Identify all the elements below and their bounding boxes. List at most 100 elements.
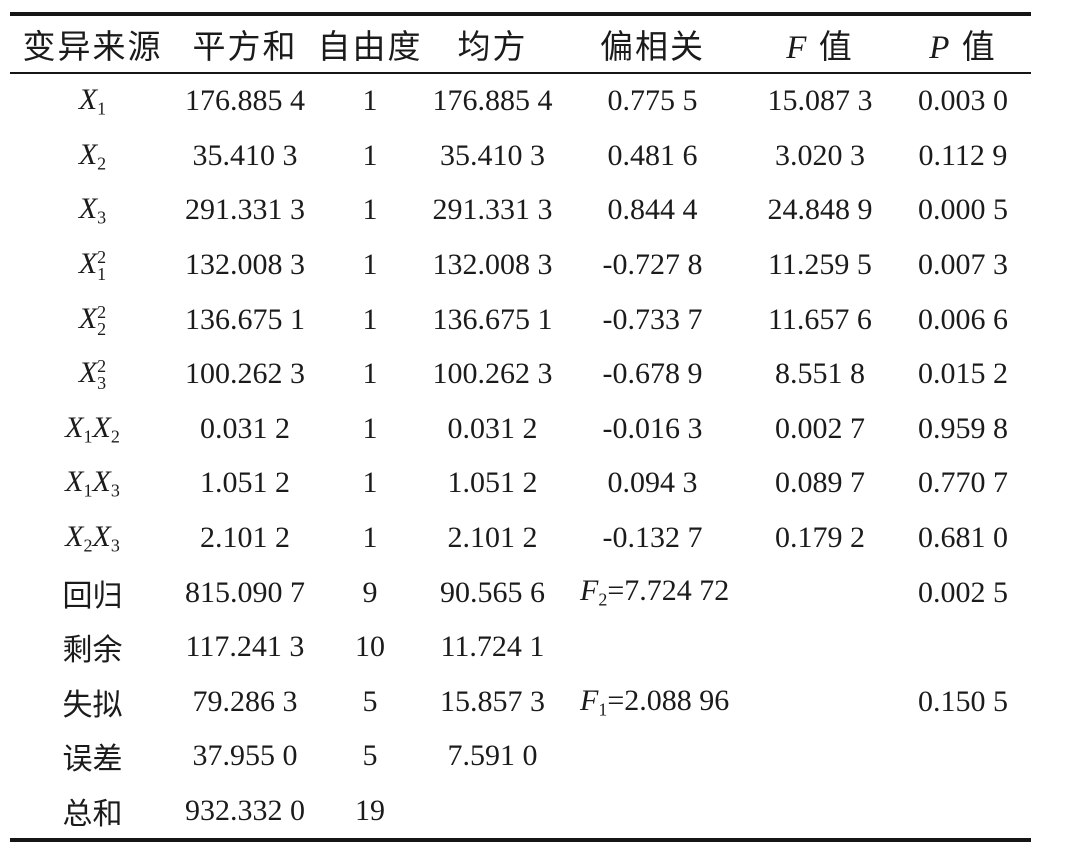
- cell-p-value: 0.007 3: [918, 248, 1008, 282]
- table-row: X3 291.331 3 1 291.331 3 0.844 4 24.848 9 0.00…: [10, 183, 1031, 238]
- table-row: 剩余 117.241 3 10 11.724 1: [10, 620, 1031, 675]
- cell-partial-correlation: 0.481 6: [607, 138, 698, 172]
- cell-partial-correlation: 0.775 5: [607, 84, 698, 118]
- cell-mean-square: 176.885 4: [432, 84, 553, 118]
- cell-partial-correlation: [560, 784, 745, 841]
- cell-mean-square: 136.675 1: [432, 302, 553, 336]
- cell-degrees-of-freedom: 1: [362, 248, 378, 282]
- cell-sum-of-squares: 37.955 0: [192, 739, 298, 773]
- col-header-source: 变异来源: [10, 14, 175, 74]
- col-header-sum-of-squares: 平方和: [175, 14, 315, 74]
- col-header-degrees-of-freedom: 自由度: [315, 14, 425, 74]
- cell-p-value: [895, 620, 1031, 675]
- cell-p-value: 0.003 0: [918, 84, 1008, 118]
- cell-p-value: [895, 729, 1031, 784]
- cell-source: X2: [78, 137, 107, 174]
- cell-degrees-of-freedom: 1: [362, 138, 378, 172]
- cell-mean-square: 2.101 2: [447, 521, 538, 555]
- cell-p-value: [895, 784, 1031, 841]
- table-body: X1 176.885 4 1 176.885 4 0.775 5 15.087 3 0.00…: [10, 73, 1031, 840]
- cell-p-value: 0.112 9: [918, 138, 1008, 172]
- cell-degrees-of-freedom: 19: [355, 794, 385, 828]
- cell-partial-correlation: -0.132 7: [602, 521, 703, 555]
- table-row: X1X2 0.031 2 1 0.031 2 -0.016 3 0.002 7 0.959 …: [10, 402, 1031, 457]
- table-row: X 2 1 132.008 3 1 132.008 3 -0.727 8 11.259 5 0.…: [10, 238, 1031, 293]
- cell-source: X1X2: [65, 410, 120, 447]
- cell-mean-square: [425, 784, 560, 841]
- cell-mean-square: 100.262 3: [432, 357, 553, 391]
- cell-p-value: 0.150 5: [918, 684, 1008, 718]
- cell-degrees-of-freedom: 10: [355, 630, 385, 664]
- table-row: 回归 815.090 7 9 90.565 6 F2=7.724 72 0.002 5: [10, 565, 1031, 620]
- table-row: 失拟 79.286 3 5 15.857 3 F1=2.088 96 0.150 5: [10, 675, 1031, 730]
- cell-sum-of-squares: 100.262 3: [185, 357, 305, 391]
- table-row: X2X3 2.101 2 1 2.101 2 -0.132 7 0.179 2 0.681 …: [10, 511, 1031, 566]
- cell-source: X1X3: [65, 465, 120, 501]
- cell-source: 失拟: [62, 688, 123, 722]
- cell-p-value: 0.015 2: [918, 357, 1008, 391]
- cell-degrees-of-freedom: 1: [362, 84, 378, 118]
- table-row: X 2 3 100.262 3 1 100.262 3 -0.678 9 8.551 8 0.0…: [10, 347, 1031, 402]
- cell-f-value: [745, 729, 895, 784]
- cell-partial-correlation: 0.844 4: [607, 193, 698, 227]
- cell-source: X1: [78, 83, 107, 119]
- cell-mean-square: 0.031 2: [447, 411, 538, 445]
- cell-f-value: 11.657 6: [768, 302, 872, 336]
- cell-sum-of-squares: 0.031 2: [200, 411, 290, 445]
- cell-mean-square: 291.331 3: [432, 193, 553, 227]
- cell-mean-square: 11.724 1: [440, 630, 545, 664]
- cell-source: 回归: [62, 579, 123, 613]
- cell-sum-of-squares: 117.241 3: [185, 630, 305, 664]
- cell-f-value: 24.848 9: [767, 193, 873, 227]
- cell-mean-square: 35.410 3: [440, 138, 545, 172]
- cell-p-value: 0.006 6: [918, 302, 1008, 336]
- cell-f-value: 15.087 3: [767, 84, 873, 118]
- cell-f-value: 11.259 5: [768, 248, 872, 282]
- cell-partial-correlation: -0.727 8: [602, 248, 703, 282]
- table-row: X 2 2 136.675 1 1 136.675 1 -0.733 7 11.657 6 0.…: [10, 292, 1031, 347]
- cell-mean-square: 90.565 6: [440, 575, 545, 609]
- cell-mean-square: 15.857 3: [440, 684, 545, 718]
- cell-f-value: 3.020 3: [775, 138, 865, 172]
- cell-sum-of-squares: 35.410 3: [192, 138, 298, 172]
- cell-mean-square: 7.591 0: [447, 739, 538, 773]
- cell-f-value: [745, 620, 895, 675]
- cell-sum-of-squares: 815.090 7: [185, 575, 305, 609]
- cell-p-value: 0.000 5: [918, 193, 1008, 227]
- cell-p-value: 0.002 5: [918, 575, 1008, 609]
- cell-degrees-of-freedom: 5: [362, 684, 378, 718]
- cell-sum-of-squares: 291.331 3: [185, 193, 305, 227]
- cell-p-value: 0.770 7: [918, 466, 1008, 500]
- table-row: 误差 37.955 0 5 7.591 0: [10, 729, 1031, 784]
- cell-partial-correlation: [560, 620, 745, 675]
- cell-f-value: [745, 784, 895, 841]
- cell-degrees-of-freedom: 9: [362, 575, 378, 609]
- cell-partial-correlation: 0.094 3: [607, 466, 698, 500]
- col-header-partial-correlation: 偏相关: [560, 14, 745, 74]
- col-header-p-value: P 值: [895, 14, 1031, 74]
- cell-mean-square: 132.008 3: [432, 248, 553, 282]
- cell-partial-correlation: F2=7.724 72: [580, 574, 730, 610]
- cell-sum-of-squares: 932.332 0: [185, 794, 305, 828]
- cell-sum-of-squares: 176.885 4: [185, 84, 305, 118]
- cell-degrees-of-freedom: 5: [362, 739, 378, 773]
- table-row: X1 176.885 4 1 176.885 4 0.775 5 15.087 3 0.00…: [10, 73, 1031, 129]
- cell-p-value: 0.959 8: [918, 411, 1008, 445]
- table-row: X1X3 1.051 2 1 1.051 2 0.094 3 0.089 7 0.770 7: [10, 456, 1031, 511]
- cell-sum-of-squares: 79.286 3: [192, 684, 298, 718]
- cell-partial-correlation: [560, 729, 745, 784]
- cell-sum-of-squares: 132.008 3: [185, 248, 305, 282]
- cell-sum-of-squares: 1.051 2: [200, 466, 290, 500]
- cell-source: X3: [78, 192, 107, 228]
- cell-source: 剩余: [62, 634, 123, 668]
- cell-mean-square: 1.051 2: [447, 466, 538, 500]
- cell-partial-correlation: -0.733 7: [602, 302, 703, 336]
- table-row: 总和 932.332 0 19: [10, 784, 1031, 841]
- cell-degrees-of-freedom: 1: [362, 193, 378, 227]
